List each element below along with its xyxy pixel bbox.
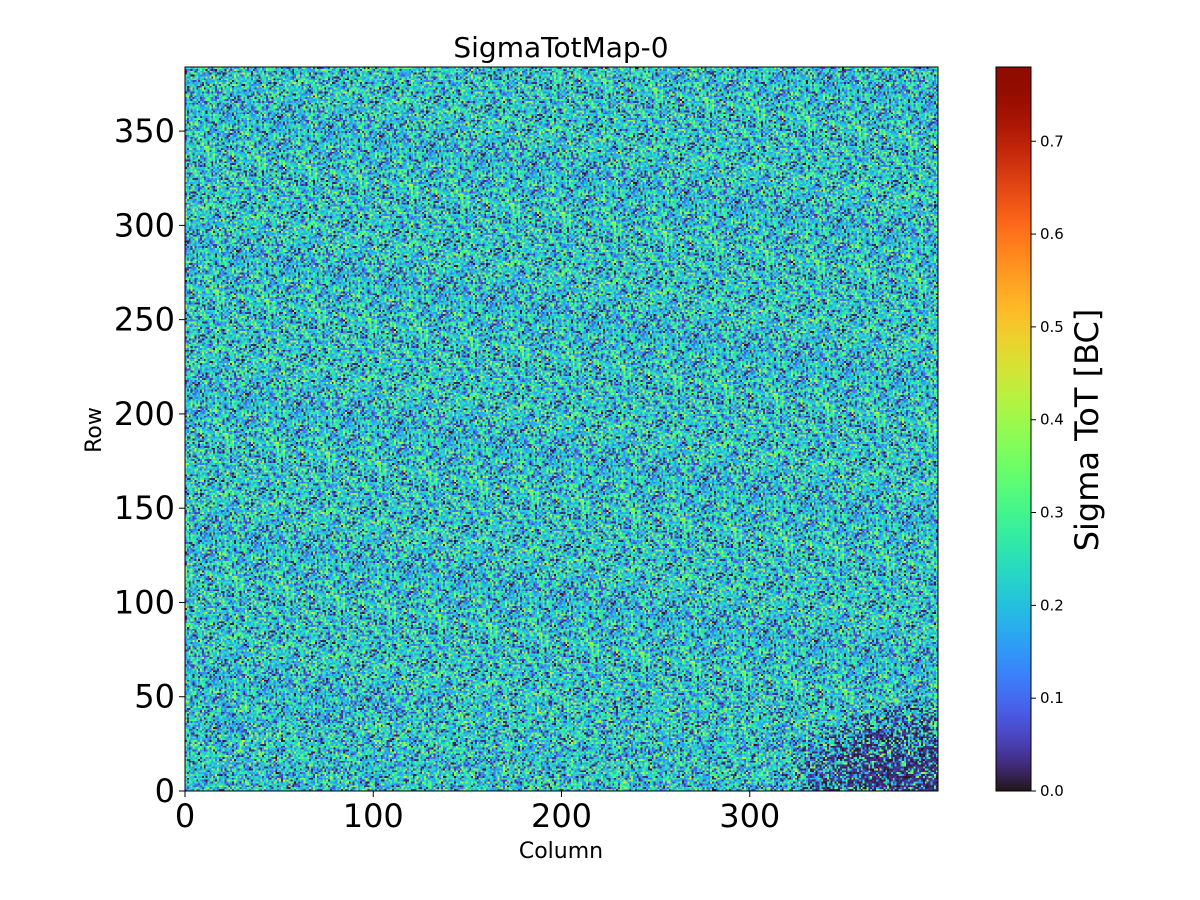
colorbar-tick-label: 0.7 [1040, 132, 1064, 150]
colorbar-tick-label: 0.5 [1040, 318, 1064, 336]
x-tick-label: 200 [531, 797, 592, 835]
y-tick-label: 350 [114, 112, 175, 150]
colorbar-axis: 0.0 0.1 0.2 0.3 0.4 0.5 0.6 0.7 [1031, 132, 1064, 800]
colorbar-tick-label: 0.1 [1040, 689, 1064, 707]
colorbar-tick-label: 0.2 [1040, 596, 1064, 614]
colorbar-tick-label: 0.6 [1040, 225, 1064, 243]
x-axis: 0 100 200 300 [175, 791, 780, 835]
heatmap-image [185, 67, 938, 791]
x-tick-label: 300 [719, 797, 780, 835]
y-tick-label: 300 [114, 206, 175, 244]
x-tick-label: 100 [343, 797, 404, 835]
y-axis-label: Row [82, 407, 107, 453]
y-tick-label: 200 [114, 395, 175, 433]
colorbar-frame [995, 66, 1032, 792]
colorbar-tick-label: 0.4 [1040, 411, 1064, 429]
colorbar-gradient [996, 67, 1031, 791]
y-tick-label: 0 [155, 772, 175, 810]
chart-title: SigmaTotMap-0 [453, 31, 668, 64]
y-tick-label: 150 [114, 489, 175, 527]
x-axis-label: Column [519, 839, 603, 864]
x-tick-label: 0 [175, 797, 195, 835]
y-tick-label: 100 [114, 583, 175, 621]
y-tick-label: 50 [134, 678, 175, 716]
colorbar-tick-label: 0.0 [1040, 782, 1064, 800]
y-axis: 0 50 100 150 200 250 300 350 [114, 112, 185, 810]
colorbar-label: Sigma ToT [BC] [1068, 309, 1106, 552]
colorbar-tick-label: 0.3 [1040, 504, 1064, 522]
y-tick-label: 250 [114, 301, 175, 339]
plot-frame [184, 66, 939, 792]
